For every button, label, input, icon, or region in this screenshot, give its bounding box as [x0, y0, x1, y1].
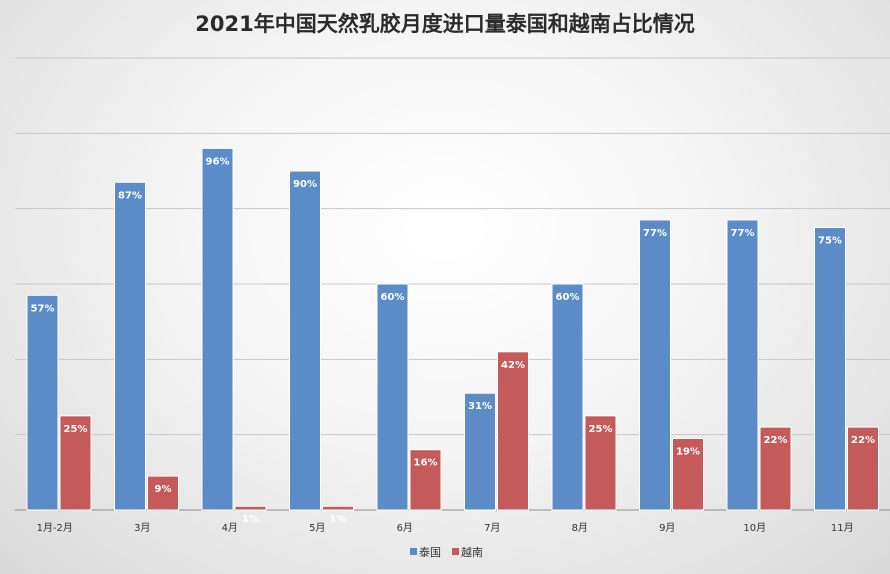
bar-thailand — [464, 392, 496, 511]
bar-vietnam — [672, 437, 704, 511]
x-tick-label: 4月 — [222, 522, 238, 534]
bar-vietnam — [322, 505, 354, 511]
bar-thailand — [289, 170, 321, 511]
x-tick-label: 6月 — [397, 522, 413, 534]
legend-swatch — [410, 548, 417, 555]
bar-thailand — [551, 283, 584, 511]
data-label: 25% — [589, 424, 613, 435]
x-tick-label: 9月 — [659, 522, 675, 534]
bar-vietnam — [584, 415, 617, 511]
x-tick-label: 8月 — [572, 522, 588, 534]
data-label: 22% — [764, 435, 788, 446]
bar-vietnam — [847, 426, 879, 511]
legend-swatch — [452, 548, 459, 555]
bar-thailand — [114, 181, 146, 511]
bar-vietnam — [147, 475, 179, 511]
bar-thailand — [726, 219, 759, 511]
x-tick-label: 5月 — [309, 522, 325, 534]
data-label: 60% — [556, 292, 580, 303]
bars — [26, 147, 879, 511]
legend-label: 越南 — [461, 545, 483, 559]
bar-thailand — [814, 227, 846, 511]
data-label: 1% — [242, 514, 259, 525]
data-label: 57% — [31, 303, 55, 314]
x-tick-label: 1月-2月 — [37, 522, 73, 534]
data-labels: 57% 25% 87% 9% 96% 1% 90% 1% 60% 16% 31% 42% 60% 25% 7… — [31, 156, 875, 525]
data-label: 9% — [155, 484, 172, 495]
data-label: 1% — [330, 514, 347, 525]
data-label: 16% — [414, 458, 438, 469]
data-label: 77% — [731, 228, 755, 239]
bar-vietnam — [59, 415, 92, 511]
bar-thailand — [26, 294, 59, 511]
data-label: 90% — [293, 179, 317, 190]
data-label: 96% — [206, 156, 230, 167]
legend-label: 泰国 — [419, 545, 441, 559]
data-label: 31% — [468, 401, 492, 412]
bar-vietnam — [497, 351, 529, 511]
data-label: 19% — [676, 446, 700, 457]
chart-title: 2021年中国天然乳胶月度进口量泰国和越南占比情况 — [195, 12, 695, 36]
data-label: 87% — [118, 190, 142, 201]
bar-thailand — [639, 219, 671, 511]
bar-vietnam — [759, 426, 792, 511]
bar-thailand — [376, 283, 409, 511]
data-label: 22% — [851, 435, 875, 446]
bar-thailand — [201, 147, 234, 511]
x-tick-label: 3月 — [134, 522, 150, 534]
x-tick-label: 11月 — [831, 522, 854, 534]
bar-vietnam — [234, 505, 267, 511]
gridlines — [15, 57, 890, 511]
data-label: 42% — [501, 360, 525, 371]
legend: 泰国 越南 — [410, 545, 483, 559]
x-tick-labels: 1月-2月 3月 4月 5月 6月 7月 8月 9月 10月 11月 — [37, 522, 854, 534]
x-tick-label: 7月 — [484, 522, 500, 534]
x-tick-label: 10月 — [743, 522, 766, 534]
bar-vietnam — [409, 449, 442, 511]
data-label: 60% — [381, 292, 405, 303]
data-label: 75% — [818, 236, 842, 247]
data-label: 25% — [64, 424, 88, 435]
data-label: 77% — [643, 228, 667, 239]
